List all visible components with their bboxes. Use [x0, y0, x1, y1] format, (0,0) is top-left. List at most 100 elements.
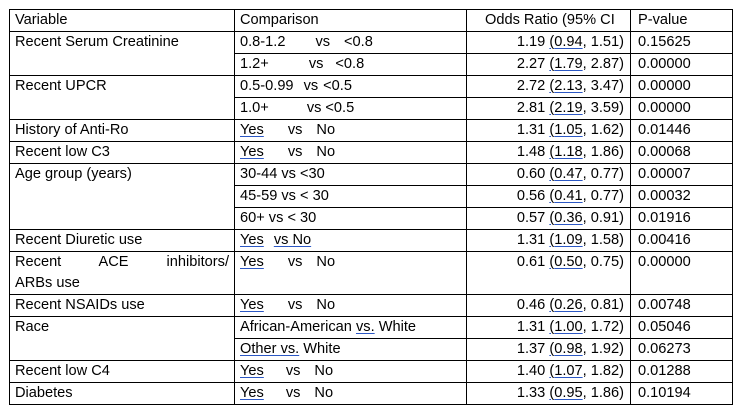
comparison-b: <0.8 — [335, 56, 365, 72]
odds-ratio-cell: 1.19 (0.94, 1.51) — [466, 31, 631, 54]
odds-ratio-table: Variable Comparison Odds Ratio (95% CI P… — [9, 9, 733, 405]
variable-line-1: Recent ACE inhibitors/ — [15, 254, 229, 270]
comparison-cell: 0.5-0.99 vs <0.5 — [234, 75, 467, 98]
comparison-cell: 30-44 vs <30 — [234, 163, 467, 186]
comparison-sep: vs — [287, 254, 303, 270]
comparison-cell: 0.8-1.2 vs <0.8 — [234, 31, 467, 54]
ci-upper: 3.59) — [590, 100, 624, 116]
comparison-cell: African-American vs. White — [234, 316, 467, 339]
ci-upper: 1.82) — [590, 363, 624, 379]
comparison-b: No — [316, 144, 336, 160]
ci-upper: 1.86) — [590, 385, 624, 401]
p-value-cell: 0.00068 — [630, 141, 733, 164]
ci-upper: 0.91) — [590, 210, 624, 226]
odds-ratio-cell: 1.48 (1.18, 1.86) — [466, 141, 631, 164]
variable-cell: Recent ACE inhibitors/ARBs use — [9, 251, 235, 295]
ci-upper: 1.62) — [590, 122, 624, 138]
header-variable: Variable — [9, 9, 235, 32]
header-odds-ratio: Odds Ratio (95% CI — [466, 9, 631, 32]
odds-ratio-cell: 0.46 (0.26, 0.81) — [466, 294, 631, 317]
table-row: Recent Diuretic use Yes vs No 1.31 (1.09,… — [9, 229, 733, 252]
or-value: 1.33 — [516, 385, 546, 401]
comparison-cell: Other vs. White — [234, 338, 467, 361]
or-value: 1.37 — [516, 341, 546, 357]
table-row: 60+ vs < 30 0.57 (0.36, 0.91) 0.01916 — [10, 207, 733, 230]
table-header-row: Variable Comparison Odds Ratio (95% CI P… — [9, 9, 733, 32]
ci-lower: 0.47 — [554, 166, 583, 182]
comparison-b: No — [314, 363, 334, 379]
comparison-a: African-American — [240, 319, 352, 335]
ci-lower: 1.00 — [554, 319, 583, 335]
ci-upper: 1.58) — [590, 232, 624, 248]
odds-ratio-cell: 1.37 (0.98, 1.92) — [466, 338, 631, 361]
or-value: 0.57 — [516, 210, 546, 226]
comparison-cell: Yes vs No — [234, 119, 467, 142]
comparison-cell: Yes vs No — [234, 294, 467, 317]
ci-upper: 2.87) — [590, 56, 624, 72]
comparison-cell: Yes vs No — [234, 251, 467, 295]
p-value-cell: 0.10194 — [630, 382, 733, 405]
comparison-b: No — [292, 232, 312, 248]
comparison-b: <0.5 — [323, 78, 352, 94]
ci-lower: 1.07 — [554, 363, 583, 379]
p-value-cell: 0.06273 — [630, 338, 733, 361]
comparison-a: Yes — [240, 254, 264, 270]
comparison-sep: vs — [308, 56, 324, 72]
ci-lower: 0.95 — [554, 385, 583, 401]
comparison-b: <0.8 — [344, 34, 373, 50]
variable-cell: Race — [9, 316, 235, 361]
comparison-sep: vs — [287, 144, 303, 160]
comparison-a: Yes — [240, 363, 264, 379]
odds-ratio-cell: 1.31 (1.00, 1.72) — [466, 316, 631, 339]
variable-cell: Diabetes — [9, 382, 235, 405]
or-value: 1.31 — [516, 232, 546, 248]
or-value: 1.31 — [516, 122, 546, 138]
table-row: Diabetes Yes vs No 1.33 (0.95, 1.86) 0.101… — [9, 382, 733, 405]
comparison-a: Yes — [240, 232, 264, 248]
comparison-a: 0.8-1.2 — [240, 34, 286, 50]
table-row: Recent low C3 Yes vs No 1.48 (1.18, 1.86) … — [9, 141, 733, 164]
p-value-cell: 0.01446 — [630, 119, 733, 142]
ci-upper: 1.72) — [590, 319, 624, 335]
p-value-cell: 0.00748 — [630, 294, 733, 317]
ci-upper: 3.47) — [590, 78, 624, 94]
or-value: 1.40 — [516, 363, 546, 379]
ci-upper: 1.51) — [590, 34, 624, 50]
p-value-cell: 0.05046 — [630, 316, 733, 339]
comparison-cell: 45-59 vs < 30 — [234, 185, 467, 208]
variable-cell: Recent Diuretic use — [9, 229, 235, 252]
comparison-cell: 60+ vs < 30 — [234, 207, 467, 230]
comparison-b: White — [378, 319, 417, 335]
comparison-sep: vs — [287, 122, 303, 138]
p-value-cell: 0.00032 — [630, 185, 733, 208]
variable-cell: Recent Serum Creatinine — [9, 31, 235, 76]
ci-upper: 1.86) — [590, 144, 624, 160]
comparison-sep: vs — [303, 78, 319, 94]
comparison-sep: vs — [285, 385, 301, 401]
table-row: Recent UPCR 0.5-0.99 vs <0.5 2.72 (2.13, 3… — [9, 75, 733, 120]
comparison-sep: vs — [285, 363, 301, 379]
or-value: 1.48 — [516, 144, 546, 160]
ci-upper: 0.81) — [590, 297, 624, 313]
ci-lower: 0.41 — [554, 188, 583, 204]
table-row: Recent NSAIDs use Yes vs No 0.46 (0.26, 0.… — [9, 294, 733, 317]
or-value: 0.60 — [516, 166, 546, 182]
p-value-cell: 0.00000 — [630, 53, 733, 76]
comparison-a: 1.2+ — [240, 56, 269, 72]
odds-ratio-cell: 1.31 (1.09, 1.58) — [466, 229, 631, 252]
comparison-b: White — [303, 341, 341, 357]
odds-ratio-cell: 2.27 (1.79, 2.87) — [466, 53, 631, 76]
comparison-sep: vs. — [355, 319, 375, 335]
comparison-b: No — [316, 122, 336, 138]
or-value: 1.31 — [516, 319, 546, 335]
ci-lower: 1.05 — [554, 122, 583, 138]
comparison-a: 0.5-0.99 — [240, 78, 294, 94]
odds-ratio-cell: 1.40 (1.07, 1.82) — [466, 360, 631, 383]
table-row: Race African-American vs. White 1.31 (1.… — [9, 316, 733, 361]
p-value-cell: 0.00007 — [630, 163, 733, 186]
comparison-cell: Yes vs No — [234, 382, 467, 405]
table-row: Age group (years) 30-44 vs <30 0.60 (0.4… — [9, 163, 733, 230]
odds-ratio-cell: 2.81 (2.19, 3.59) — [466, 97, 631, 120]
comparison-a: Yes — [240, 122, 264, 138]
comparison-a: Yes — [240, 385, 264, 401]
